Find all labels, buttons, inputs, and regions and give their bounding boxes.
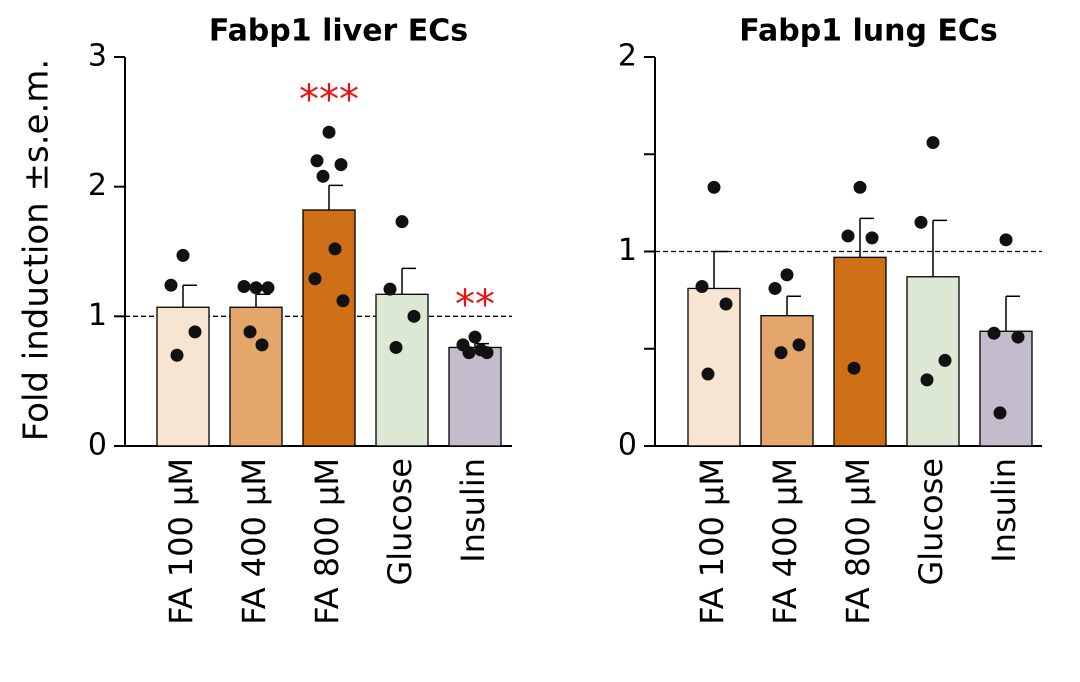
data-point xyxy=(768,281,782,295)
data-point xyxy=(847,361,861,375)
y-axis-label: Fold induction ±s.e.m. xyxy=(17,59,57,441)
data-point xyxy=(310,154,324,168)
data-point xyxy=(389,340,403,354)
data-point xyxy=(462,346,476,360)
error-bar xyxy=(932,219,947,277)
error-bar xyxy=(401,267,416,295)
x-tick-label: FA 800 μM xyxy=(839,458,877,625)
data-point xyxy=(395,215,409,229)
data-point xyxy=(695,280,709,294)
y-tick-label: 3 xyxy=(88,39,107,74)
data-point xyxy=(926,136,940,150)
significance-label: *** xyxy=(299,77,359,123)
x-tick-label: FA 100 μM xyxy=(693,458,731,625)
error-bar xyxy=(328,184,343,211)
data-point xyxy=(987,326,1001,340)
data-point xyxy=(914,215,928,229)
bar xyxy=(687,287,741,447)
data-point xyxy=(999,233,1013,247)
bar xyxy=(302,209,356,447)
y-tick-label: 2 xyxy=(88,168,107,203)
data-point xyxy=(780,268,794,282)
x-tick-label: FA 800 μM xyxy=(308,458,346,625)
chart-title: Fabp1 liver ECs xyxy=(209,14,468,49)
data-point xyxy=(308,272,322,286)
data-point xyxy=(255,338,269,352)
x-tick-label: Glucose xyxy=(912,458,950,586)
data-point xyxy=(938,353,952,367)
error-bar xyxy=(859,217,874,258)
chart-title: Fabp1 lung ECs xyxy=(739,14,998,49)
data-point xyxy=(1011,330,1025,344)
y-tick-label: 2 xyxy=(618,39,637,74)
x-tick-label: FA 100 μM xyxy=(162,458,200,625)
data-point xyxy=(774,346,788,360)
y-tick-label: 1 xyxy=(618,233,637,268)
data-point xyxy=(993,406,1007,420)
error-bar xyxy=(182,284,197,308)
data-point xyxy=(249,281,263,295)
data-point xyxy=(170,348,184,362)
data-point xyxy=(719,297,733,311)
data-point xyxy=(243,325,257,339)
data-point xyxy=(188,325,202,339)
significance-label: ** xyxy=(455,282,495,328)
x-tick-label: Insulin xyxy=(985,458,1023,563)
error-bar xyxy=(474,342,489,348)
data-point xyxy=(792,338,806,352)
data-point xyxy=(853,180,867,194)
data-point xyxy=(474,343,488,357)
data-point xyxy=(322,125,336,139)
data-point xyxy=(920,373,934,387)
y-tick-label: 0 xyxy=(618,428,637,463)
data-point xyxy=(407,309,421,323)
data-point xyxy=(176,248,190,262)
bar xyxy=(156,306,210,447)
data-point xyxy=(707,180,721,194)
data-point xyxy=(841,229,855,243)
data-point xyxy=(334,158,348,172)
data-point xyxy=(865,231,879,245)
error-bar xyxy=(255,293,270,308)
data-point xyxy=(328,242,342,256)
data-point xyxy=(336,294,350,308)
data-point xyxy=(316,169,330,183)
data-point xyxy=(701,367,715,381)
bar xyxy=(979,330,1033,447)
x-tick-label: Insulin xyxy=(454,458,492,563)
x-tick-label: FA 400 μM xyxy=(766,458,804,625)
y-tick-label: 0 xyxy=(88,428,107,463)
error-bar xyxy=(786,295,801,316)
data-point xyxy=(164,278,178,292)
x-tick-label: FA 400 μM xyxy=(235,458,273,625)
y-tick-label: 1 xyxy=(88,298,107,333)
data-point xyxy=(383,282,397,296)
bar xyxy=(448,346,502,447)
bar xyxy=(229,306,283,447)
error-bar xyxy=(713,250,728,289)
data-point xyxy=(237,280,251,294)
data-point xyxy=(261,281,275,295)
x-tick-label: Glucose xyxy=(381,458,419,586)
data-point xyxy=(468,330,482,344)
bar xyxy=(760,315,814,447)
error-bar xyxy=(1005,295,1020,332)
bar xyxy=(833,256,887,447)
